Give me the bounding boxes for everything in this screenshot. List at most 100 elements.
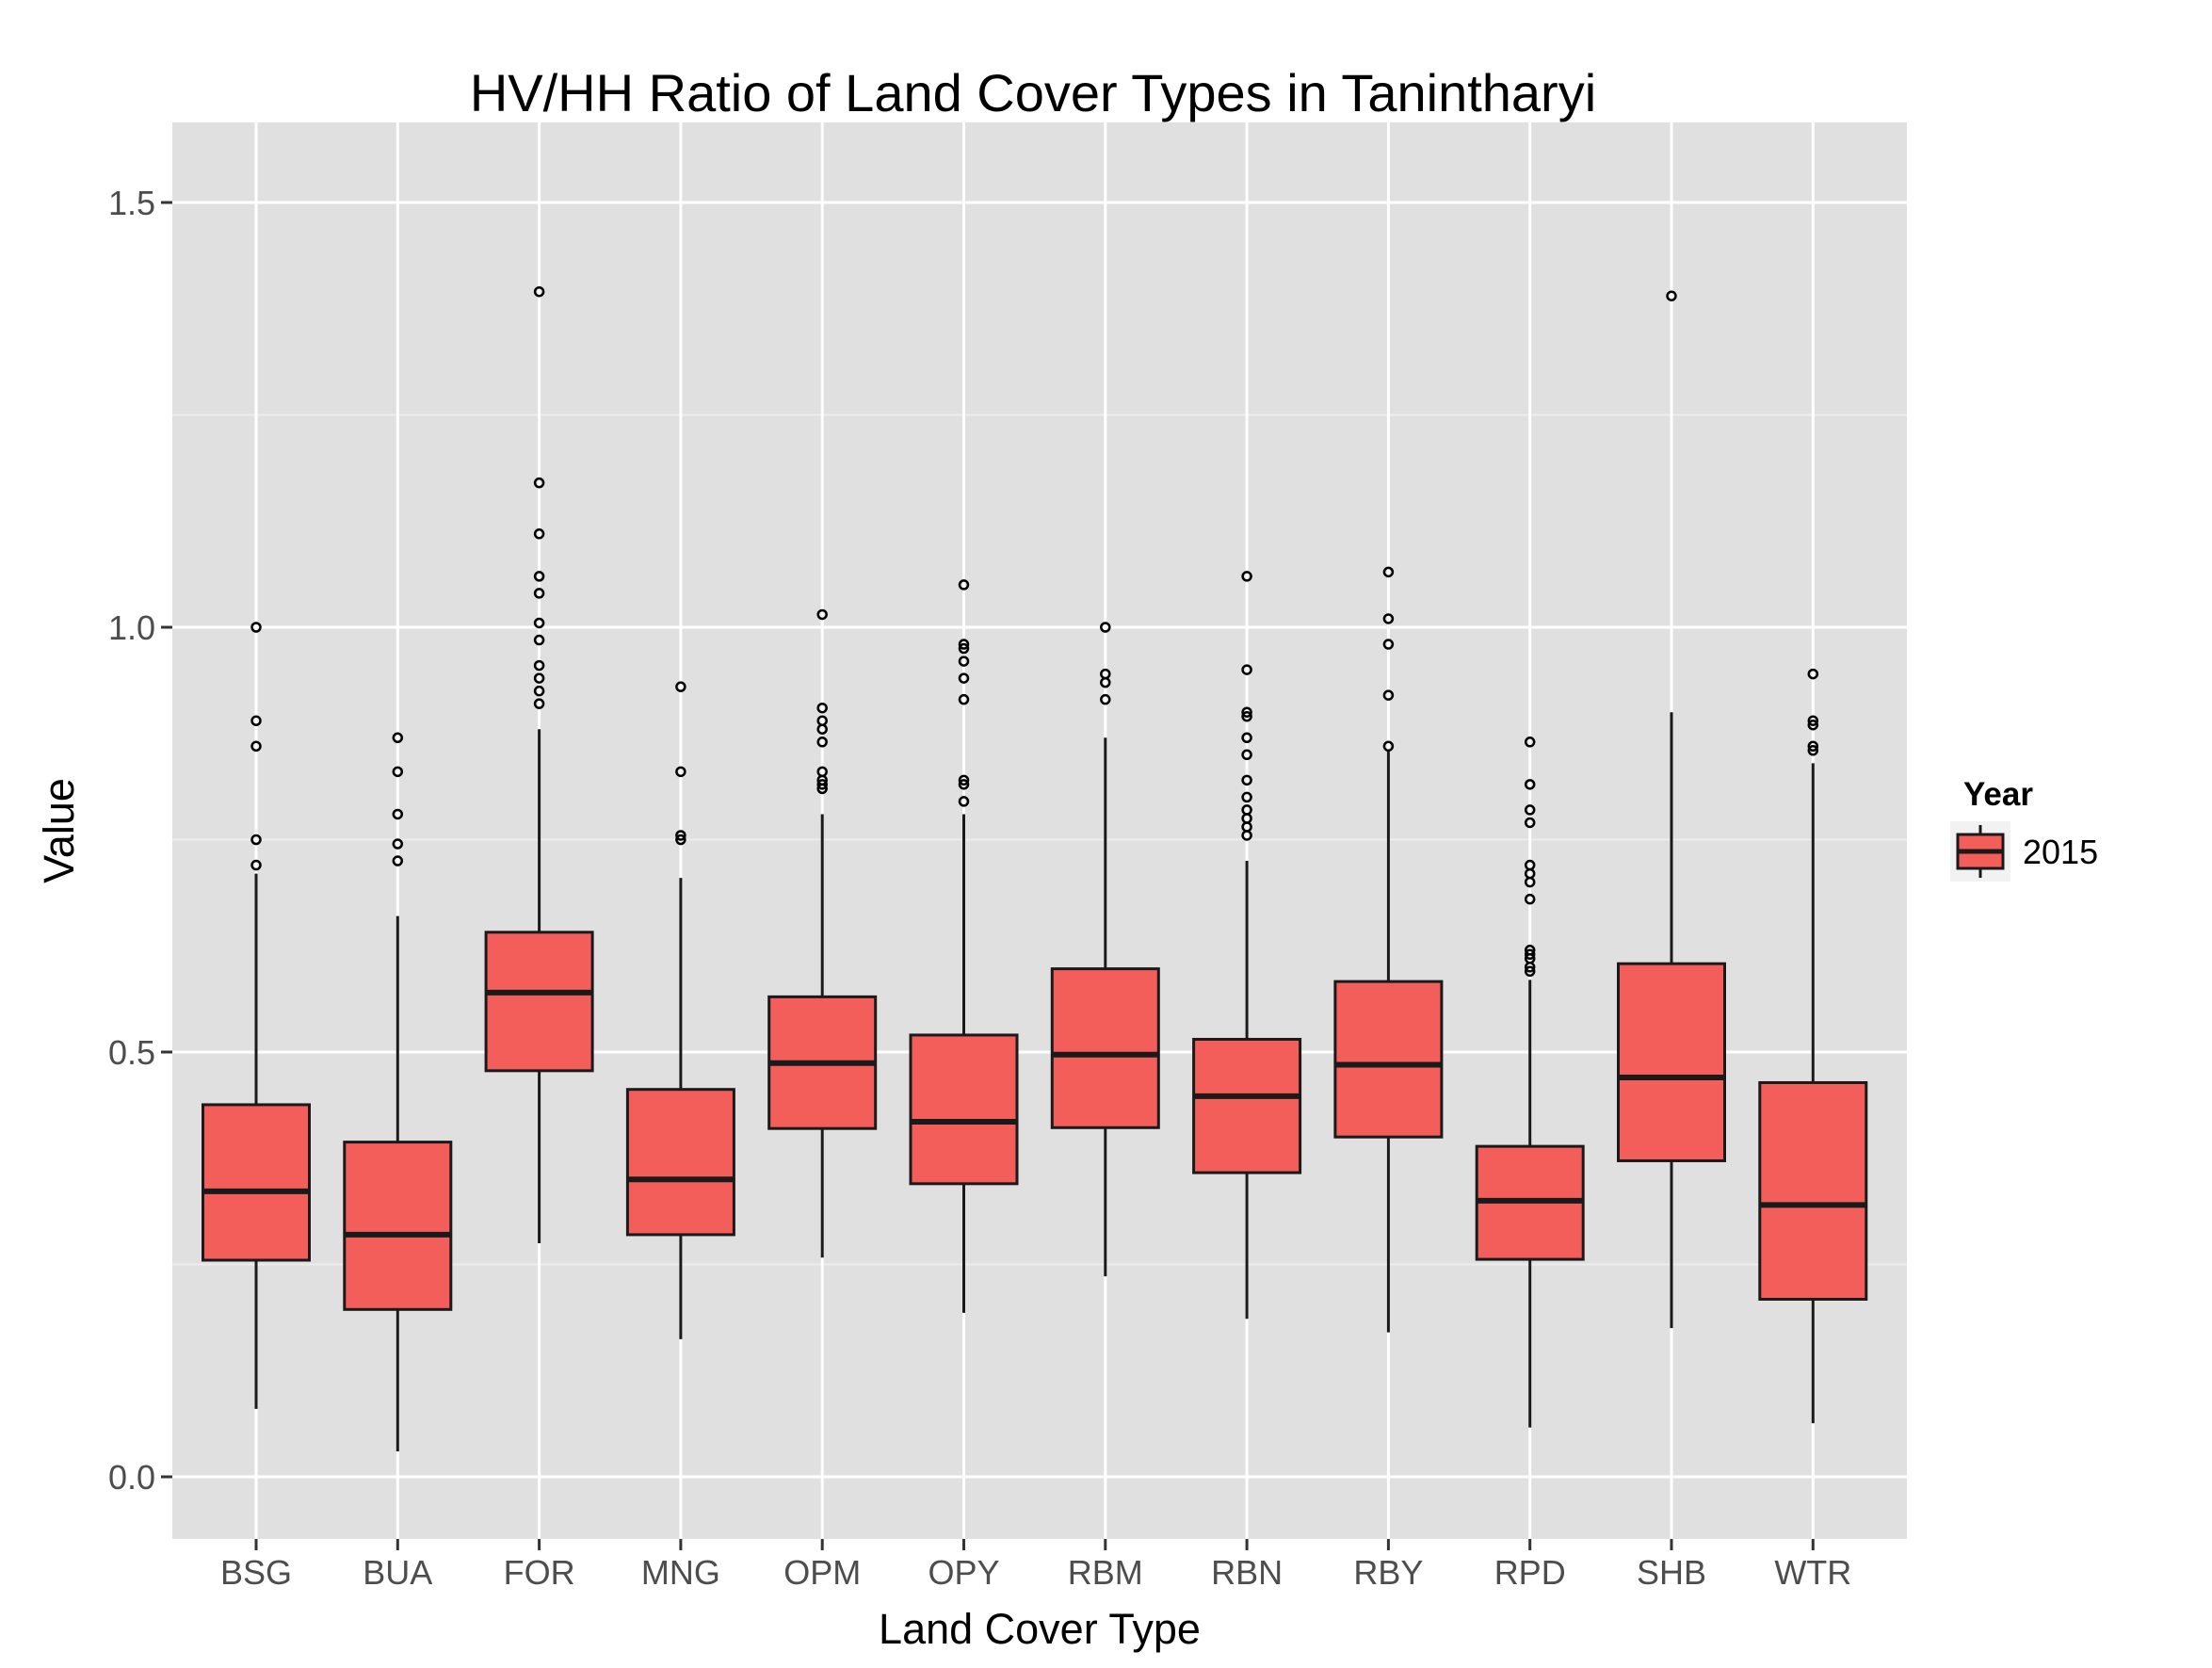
y-tick-label: 0.0 (108, 1458, 155, 1497)
iqr-box (1617, 962, 1726, 1162)
outlier-point (533, 285, 545, 298)
outlier-point (1524, 804, 1536, 816)
outlier-point (958, 656, 970, 667)
legend: Year 2015 (1950, 776, 2098, 882)
outlier-point (958, 774, 970, 786)
outlier-point (533, 617, 545, 629)
outlier-point (250, 622, 262, 633)
box-rbn (1192, 571, 1302, 1320)
iqr-box (909, 1033, 1019, 1186)
outlier-point (1100, 693, 1111, 705)
outlier-point (1241, 664, 1252, 675)
box-bsg (202, 622, 311, 1409)
x-tick-label: SHB (1637, 1553, 1706, 1592)
x-tick-label: OPY (928, 1553, 999, 1592)
outlier-point (675, 766, 686, 778)
outlier-point (1241, 571, 1252, 582)
iqr-box (1050, 967, 1160, 1129)
y-axis-title: Value (35, 778, 83, 883)
outlier-point (1241, 749, 1252, 761)
box-wtr (1758, 668, 1868, 1424)
outlier-point (1524, 948, 1536, 961)
outlier-point (958, 693, 970, 705)
outlier-point (533, 634, 545, 646)
outlier-point (392, 855, 404, 866)
outlier-point (250, 715, 262, 726)
outlier-point (533, 685, 545, 697)
legend-label: 2015 (2023, 833, 2098, 871)
outlier-point (1807, 740, 1819, 753)
box-opm (767, 608, 878, 1258)
y-tick-label: 1.5 (108, 184, 155, 222)
outlier-point (1524, 965, 1536, 978)
outlier-point (1524, 737, 1536, 748)
outlier-point (958, 639, 970, 650)
chart-title: HV/HH Ratio of Land Cover Types in Tanin… (470, 63, 1596, 122)
outlier-point (392, 808, 404, 820)
outlier-point (533, 571, 545, 582)
box-rpd (1475, 737, 1585, 1428)
outlier-point (533, 528, 545, 540)
outlier-point (675, 830, 686, 841)
outlier-point (1382, 639, 1395, 650)
outlier-point (1100, 668, 1111, 680)
x-axis: BSG BUA FOR MNG OPM OPY RBM RBN RBY RPD SHB WTR (220, 1539, 1851, 1592)
outlier-point (1241, 706, 1252, 718)
outlier-point (1807, 715, 1819, 726)
outlier-point (816, 779, 828, 790)
box-for (484, 285, 594, 1243)
outlier-point (1807, 745, 1819, 756)
outlier-point (1382, 613, 1395, 624)
iqr-box (625, 1088, 735, 1237)
outlier-point (392, 732, 404, 744)
x-tick-label: MNG (641, 1553, 720, 1592)
plot-panel (172, 122, 1907, 1539)
outlier-point (1666, 290, 1677, 301)
x-tick-label: RBY (1353, 1553, 1423, 1592)
outlier-point (1524, 945, 1536, 956)
outlier-point (1241, 791, 1252, 803)
outlier-point (533, 659, 545, 672)
outlier-point (816, 608, 828, 621)
outlier-point (1524, 859, 1536, 871)
outlier-point (816, 702, 828, 714)
box-rbm (1050, 622, 1160, 1277)
outlier-point (1100, 622, 1111, 633)
outlier-point (1807, 668, 1819, 680)
y-axis: 0.0 0.5 1.0 1.5 (108, 184, 172, 1497)
outlier-point (1382, 740, 1395, 753)
outlier-point (816, 766, 828, 778)
outlier-point (675, 834, 686, 846)
outlier-point (1382, 566, 1395, 578)
legend-entries: 2015 (1950, 821, 2098, 882)
outlier-point (250, 859, 262, 871)
y-tick-label: 1.0 (108, 608, 155, 647)
x-tick-label: BSG (220, 1553, 292, 1592)
outlier-point (958, 796, 970, 807)
outlier-point (958, 642, 970, 655)
outlier-point (1524, 779, 1536, 790)
outlier-point (958, 779, 970, 790)
box-opy (909, 579, 1019, 1313)
iqr-box (1333, 980, 1444, 1139)
panel-background (172, 122, 1907, 1539)
outlier-point (816, 737, 828, 748)
box-mng (625, 681, 735, 1339)
x-tick-label: FOR (504, 1553, 575, 1592)
outlier-point (250, 834, 262, 846)
outlier-point (675, 681, 686, 692)
iqr-box (484, 931, 594, 1073)
outlier-point (1241, 710, 1252, 722)
iqr-box (202, 1103, 311, 1262)
outlier-point (1807, 719, 1819, 731)
outlier-point (1524, 893, 1536, 905)
outlier-point (1382, 689, 1395, 701)
outlier-point (392, 766, 404, 778)
x-tick-label: RBM (1068, 1553, 1143, 1592)
box-rby (1333, 566, 1444, 1333)
x-tick-label: RPD (1494, 1553, 1566, 1592)
outlier-point (392, 838, 404, 850)
x-axis-title: Land Cover Type (879, 1605, 1201, 1653)
box-bua (343, 732, 453, 1451)
